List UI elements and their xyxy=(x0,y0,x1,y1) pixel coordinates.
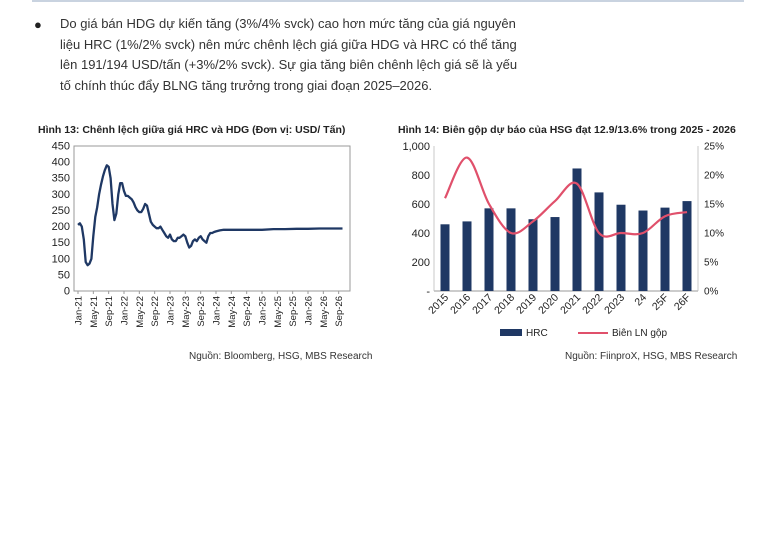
x-tick-label: Sep-21 xyxy=(104,296,115,327)
bullet-dot-icon: ● xyxy=(34,17,42,32)
plot-area xyxy=(73,145,351,292)
x-tick-label: Jan-26 xyxy=(304,296,315,325)
x-tick-label: 2016 xyxy=(448,292,473,317)
x-tick-label: 2021 xyxy=(558,292,583,317)
x-tick-label: May-21 xyxy=(89,296,100,328)
x-tick-label: Jan-22 xyxy=(120,296,131,325)
x-tick-label: Sep-22 xyxy=(150,296,161,327)
legend-hrc-label: HRC xyxy=(526,328,548,339)
legend-hrc-swatch xyxy=(500,329,522,336)
gross-margin-line xyxy=(444,156,688,238)
figure13-title: Hình 13: Chênh lệch giữa giá HRC và HDG … xyxy=(38,124,346,136)
y-tick-label: 400 xyxy=(412,228,430,240)
figure14-title: Hình 14: Biên gộp dự báo của HSG đạt 12.… xyxy=(398,124,736,136)
y-tick-label: 300 xyxy=(52,189,70,201)
x-tick-label: 2017 xyxy=(470,292,495,317)
x-tick-label: May-23 xyxy=(181,296,192,328)
bullet-paragraph: ● Do giá bán HDG dự kiến tăng (3%/4% svc… xyxy=(34,14,530,96)
x-tick-label: May-24 xyxy=(227,296,238,328)
y-tick-label: 250 xyxy=(52,205,70,217)
y-tick-label: 150 xyxy=(52,237,70,249)
hrc-bar xyxy=(638,210,648,291)
x-tick-label: Sep-24 xyxy=(242,296,253,327)
x-tick-label: Sep-26 xyxy=(334,296,345,327)
spread-series-line xyxy=(77,164,343,267)
y2-tick-label: 25% xyxy=(704,142,724,153)
x-tick-label: 2020 xyxy=(536,292,561,317)
y2-tick-label: 5% xyxy=(704,258,719,269)
x-tick-label: Jan-23 xyxy=(166,296,177,325)
y-tick-label: 200 xyxy=(52,221,70,233)
x-tick-label: 26F xyxy=(672,292,693,313)
y2-tick-label: 15% xyxy=(704,200,724,211)
hrc-bar xyxy=(572,168,582,291)
x-tick-label: Sep-23 xyxy=(196,296,207,327)
x-tick-label: 2023 xyxy=(602,292,627,317)
legend-margin-label: Biên LN gộp xyxy=(612,328,667,339)
x-tick-label: Jan-25 xyxy=(258,296,269,325)
y-tick-label: 200 xyxy=(412,257,430,269)
hrc-bar xyxy=(550,217,560,291)
y-tick-label: 800 xyxy=(412,170,430,182)
y-tick-label: 0 xyxy=(64,286,70,298)
x-tick-label: Sep-25 xyxy=(288,296,299,327)
hrc-bar xyxy=(462,221,472,291)
figure14-source: Nguồn: FiinproX, HSG, MBS Research xyxy=(565,351,738,362)
hrc-bar xyxy=(660,207,670,291)
y-tick-label: 350 xyxy=(52,173,70,185)
x-tick-label: 2019 xyxy=(514,292,539,317)
x-tick-label: Jan-24 xyxy=(212,296,223,325)
y2-tick-label: 10% xyxy=(704,229,724,240)
y-tick-label: 400 xyxy=(52,157,70,169)
hrc-bar xyxy=(682,201,692,291)
y-tick-label: - xyxy=(426,286,430,298)
figure13-line-chart: 0 50 100 150 200 250 300 350 400 450 Jan-21 May-21 S… xyxy=(52,141,351,328)
x-tick-label: 25F xyxy=(650,292,671,313)
x-tick-label: 2022 xyxy=(580,292,605,317)
y-tick-label: 450 xyxy=(52,141,70,153)
hrc-bar xyxy=(484,208,494,291)
hrc-bar xyxy=(594,192,604,291)
top-divider xyxy=(32,0,744,2)
x-tick-label: 2018 xyxy=(492,292,517,317)
x-tick-label: May-26 xyxy=(319,296,330,328)
hrc-bar xyxy=(616,204,626,291)
bullet-text: Do giá bán HDG dự kiến tăng (3%/4% svck)… xyxy=(60,16,518,93)
hrc-bar xyxy=(528,219,538,291)
y-tick-label: 50 xyxy=(58,269,70,281)
x-tick-label: May-25 xyxy=(273,296,284,328)
y2-tick-label: 0% xyxy=(704,287,719,298)
hrc-bar xyxy=(506,208,516,291)
y-tick-label: 100 xyxy=(52,253,70,265)
x-tick-label: May-22 xyxy=(135,296,146,328)
hrc-bar xyxy=(440,224,450,291)
y-tick-label: 1,000 xyxy=(402,141,430,153)
figure13-source: Nguồn: Bloomberg, HSG, MBS Research xyxy=(189,351,373,362)
y-tick-label: 600 xyxy=(412,199,430,211)
x-tick-label: Jan-21 xyxy=(74,296,85,325)
y2-tick-label: 20% xyxy=(704,171,724,182)
figure14-bar-line-chart: -2004006008001,0000%5%10%15%20%25%201520… xyxy=(402,141,724,339)
x-tick-label: 24 xyxy=(632,292,649,309)
